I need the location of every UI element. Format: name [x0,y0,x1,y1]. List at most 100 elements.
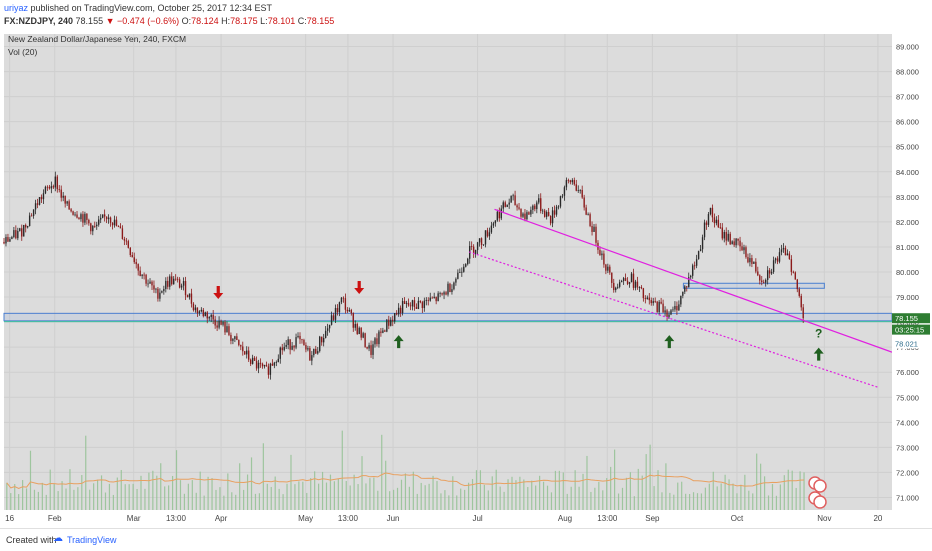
candle-body [581,190,583,198]
volume-bar [590,491,592,510]
candle-body [399,307,402,314]
volume-bar [448,495,450,510]
price-tick-label: 76.000 [896,368,919,377]
candle-body [311,355,313,361]
candle-body [656,301,658,313]
volume-bar [160,463,162,510]
candle-body [433,296,435,299]
open-value: 78.124 [191,16,219,26]
candle-body [768,270,771,274]
volume-bar [665,463,667,510]
candle-body [324,330,327,338]
candle-body [725,232,727,241]
volume-bar [353,474,355,510]
candle-body [246,350,248,355]
volume-bar [625,477,628,510]
candle-body [378,331,380,345]
candle-body [628,282,631,284]
candle-body [709,207,712,215]
price-axis[interactable] [892,34,932,510]
candle-body [267,366,270,375]
candle-body [82,214,84,223]
candle-body [230,334,232,341]
candle-body [790,259,793,272]
volume-bar [329,474,332,510]
candle-body [125,240,128,242]
candle-body [549,215,552,224]
time-axis[interactable] [4,510,892,527]
candle-body [117,226,120,227]
volume-bar [377,490,379,510]
volume-bar [799,471,801,510]
volume-bar [562,472,564,510]
volume-bar [345,480,347,510]
time-tick-label: Mar [127,514,141,523]
volume-bar [495,469,497,510]
candle-body [755,261,757,272]
volume-bar [527,487,529,510]
volume-bar [89,489,91,510]
volume-bar [361,456,363,510]
candle-body [263,364,266,367]
candle-body [342,297,345,299]
candle-body [688,277,690,288]
candle-body [642,288,645,299]
tradingview-link[interactable]: TradingView [67,535,117,545]
candle-body [167,280,169,287]
candle-body [161,291,163,293]
volume-bar [33,489,36,510]
candle-body [745,247,747,258]
volume-bar [235,494,237,510]
volume-bar [6,482,8,510]
author-link[interactable]: uriyaz [4,3,29,13]
candle-body [303,339,305,346]
candle-body [678,304,680,311]
candle-body [751,258,753,264]
candle-body [664,310,666,313]
symbol-label: FX:NZDJPY, 240 [4,16,74,26]
volume-bar [61,481,63,510]
volume-bar [610,466,612,510]
candle-body [368,345,370,349]
candle-body [770,271,773,274]
volume-bar [81,474,83,510]
price-axis-labels: 89.000 88.000 87.000 86.000 85.000 84.000 83.0… [892,43,930,502]
candle-body [105,216,108,220]
candle-body [538,198,540,203]
candle-body [510,195,512,203]
price-tick-label: 71.000 [896,493,919,502]
volume-bar [594,487,596,510]
candle-body [224,321,226,333]
volume-bar [349,485,351,510]
candle-body [350,310,353,314]
volume-bar [460,488,462,510]
candle-body [672,309,674,311]
candle-body [520,208,522,217]
volume-bar [673,494,675,510]
candle-body [279,347,281,359]
candle-body [587,214,589,215]
volume-bar [507,479,509,510]
candle-body [196,307,199,314]
cloud-icon: ☁ [53,533,63,544]
volume-bar [392,489,395,510]
time-tick-label: 13:00 [597,514,618,523]
candle-body [382,330,384,333]
candle-body [165,280,167,289]
candle-body [490,225,493,233]
price-tick-label: 75.000 [896,393,919,402]
price-chart[interactable]: ? 89.000 88.000 87.000 86.000 85.000 84.000 83… [0,30,932,528]
candle-body [376,338,378,345]
candle-body [388,319,390,326]
candle-body [21,228,23,237]
candle-body [236,336,238,341]
candle-body [285,344,287,347]
event-flag-icon[interactable] [813,479,827,493]
time-tick-label: Feb [48,514,62,523]
candle-body [186,295,189,298]
candle-body [707,214,710,225]
candle-body [50,186,53,189]
candle-body [220,320,222,325]
event-flag-icon[interactable] [813,495,827,509]
candle-body [11,237,13,240]
